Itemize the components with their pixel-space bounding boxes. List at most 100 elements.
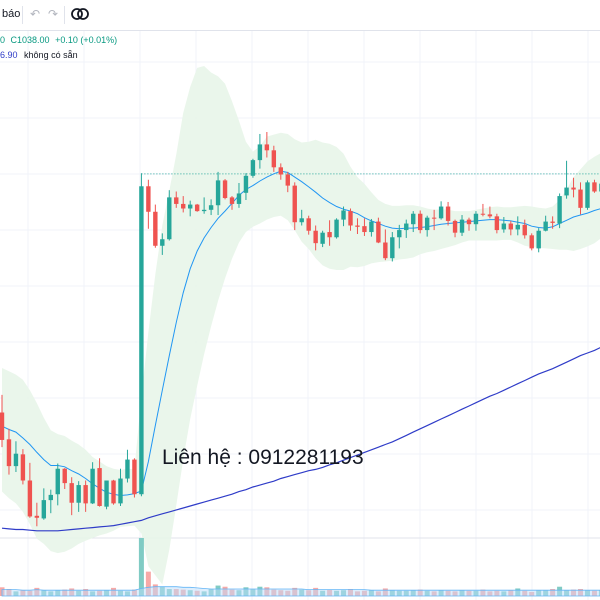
candle-body: [459, 219, 465, 233]
candle-body: [369, 221, 374, 233]
candle-body: [424, 217, 430, 231]
candle-body: [27, 480, 33, 517]
candle-body: [418, 213, 423, 231]
candle-body: [271, 150, 277, 168]
candle-body: [83, 485, 88, 504]
candle-body: [445, 206, 451, 221]
candle-body: [118, 478, 123, 504]
toolbar-separator: [64, 6, 65, 24]
candle-body: [383, 242, 388, 259]
candle-body: [376, 221, 381, 243]
candle-body: [543, 221, 548, 231]
candle-body: [438, 206, 444, 219]
candle-body: [111, 480, 116, 504]
candle-body: [243, 175, 249, 193]
candle-body: [34, 515, 40, 518]
candle-body: [90, 468, 95, 504]
candle-body: [167, 197, 172, 240]
ma-short-line: [1, 170, 600, 497]
candle-body: [69, 483, 74, 503]
candle-body: [515, 224, 520, 230]
candle-body: [160, 239, 165, 246]
candle-body: [153, 211, 158, 246]
candle-body: [431, 217, 437, 219]
indicator-legend: 6.90 không có sẵn: [0, 50, 78, 60]
candle-body: [501, 223, 507, 230]
candle-body: [97, 468, 102, 506]
contact-watermark: Liên hệ : 0912281193: [162, 446, 364, 469]
candle-body: [529, 235, 534, 249]
ma-long-line: [1, 347, 600, 532]
candle-body: [390, 237, 395, 259]
candle-body: [250, 160, 256, 176]
volume-bar: [145, 571, 151, 596]
candle-body: [278, 167, 283, 175]
volume-bar: [138, 538, 144, 596]
candle-body: [222, 180, 228, 199]
candle-body: [139, 186, 144, 495]
candle-body: [181, 203, 186, 209]
candle-body: [592, 182, 597, 192]
candle-body: [306, 218, 311, 231]
toolbar-partial-label[interactable]: báo: [2, 8, 21, 20]
toolbar-separator: [22, 6, 23, 24]
candle-body: [355, 225, 360, 227]
legend-ma-value: 6.90: [0, 50, 18, 60]
compare-icon[interactable]: [71, 7, 89, 21]
candle-body: [494, 216, 500, 231]
candle-body: [341, 210, 346, 220]
candle-body: [146, 186, 151, 212]
candle-body: [215, 180, 221, 206]
candle-body: [557, 196, 562, 224]
candle-body: [13, 453, 19, 467]
candle-body: [264, 144, 270, 151]
candle-body: [313, 230, 318, 244]
ohlc-legend: 0 C1038.00 +0.10 (+0.01%): [0, 35, 120, 45]
candle-body: [48, 494, 53, 501]
candle-body: [299, 218, 304, 223]
candle-body: [6, 439, 12, 467]
chart-toolbar: báo ↶ ↷: [0, 0, 600, 31]
legend-open-value: 0: [0, 35, 6, 45]
candle-body: [327, 232, 332, 238]
candle-body: [236, 193, 242, 204]
candle-body: [536, 230, 541, 249]
candle-body: [194, 204, 200, 212]
volume-ma-area: [1, 586, 600, 597]
candle-body: [487, 214, 493, 217]
candle-body: [41, 500, 47, 519]
candle-body: [320, 232, 325, 244]
legend-close-value: C1038.00: [10, 35, 50, 45]
candle-body: [0, 412, 5, 440]
legend-change-value: +0.10 (+0.01%): [55, 35, 118, 45]
redo-icon[interactable]: ↷: [48, 7, 59, 21]
candle-body: [187, 204, 193, 209]
candle-body: [508, 223, 514, 230]
candle-body: [201, 209, 207, 212]
candle-body: [411, 213, 416, 225]
candle-body: [285, 174, 290, 186]
candle-body: [20, 454, 26, 481]
undo-icon[interactable]: ↶: [30, 7, 41, 21]
candle-body: [208, 205, 214, 210]
candle-body: [348, 211, 353, 226]
candle-body: [571, 187, 576, 190]
candle-body: [125, 459, 130, 479]
candle-body: [466, 219, 472, 225]
candle-body: [397, 230, 402, 238]
candle-body: [452, 220, 458, 233]
candle-body: [564, 187, 569, 196]
candle-body: [104, 480, 109, 507]
candle-body: [585, 182, 590, 208]
candle-body: [578, 189, 583, 208]
volume-pane: [0, 538, 600, 596]
candle-body: [76, 485, 81, 503]
bollinger-band: [2, 66, 600, 585]
candle-body: [480, 213, 486, 215]
candle-body: [404, 223, 409, 231]
candle-body: [550, 221, 555, 223]
candle-body: [473, 213, 479, 225]
candle-body: [132, 459, 137, 495]
legend-ma-status: không có sẵn: [24, 50, 78, 60]
